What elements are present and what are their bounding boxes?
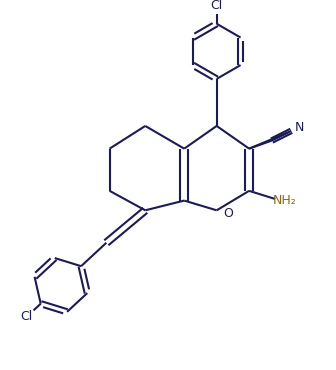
Text: O: O: [223, 207, 233, 220]
Text: Cl: Cl: [211, 0, 223, 12]
Text: NH₂: NH₂: [273, 194, 297, 207]
Text: N: N: [295, 121, 304, 134]
Text: Cl: Cl: [20, 310, 33, 323]
